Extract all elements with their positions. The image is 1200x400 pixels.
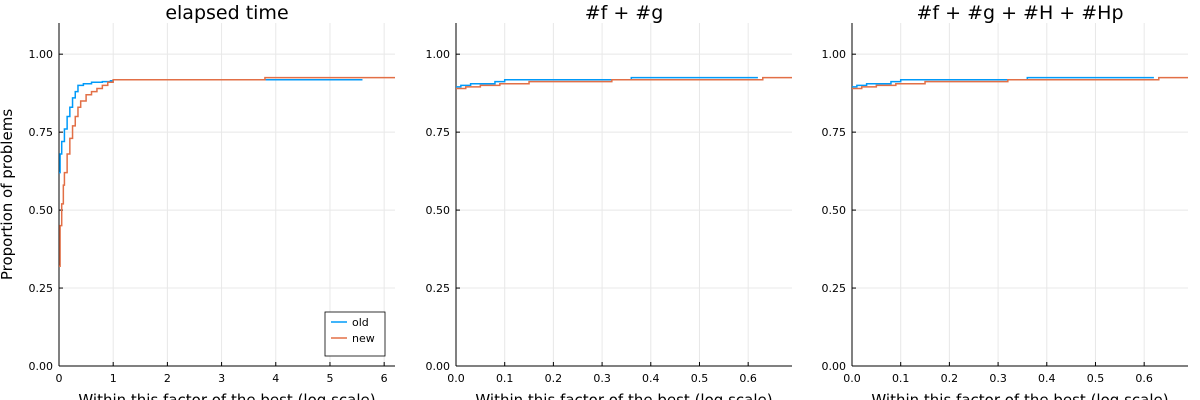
x-tick-label: 0.1 [892, 372, 910, 385]
chart-title: elapsed time [165, 2, 288, 24]
y-tick-label: 0.75 [29, 126, 54, 139]
y-tick-label: 1.00 [29, 48, 54, 61]
x-tick-label: 0.3 [989, 372, 1007, 385]
x-tick-label: 3 [218, 372, 225, 385]
series-line-new [59, 76, 395, 267]
x-tick-label: 0.0 [447, 372, 465, 385]
legend-box [324, 311, 386, 357]
chart-panel-2: 0.0 0.1 0.2 0.3 0.4 0.5 0.6 0.00 0.25 0.50 0.75 1.0… [426, 2, 792, 400]
y-axis-label: Proportion of problems [0, 109, 16, 280]
chart-panel-3: 0.0 0.1 0.2 0.3 0.4 0.5 0.6 0.00 0.25 0.50 0.75 1.0… [822, 2, 1188, 400]
y-tick-label: 0.00 [426, 360, 451, 373]
x-axis-label: Within this factor of the best (log scal… [475, 391, 772, 400]
x-axis-label: Within this factor of the best (log scal… [871, 391, 1168, 400]
y-tick-label: 0.50 [822, 204, 847, 217]
y-tick-label: 1.00 [822, 48, 847, 61]
series-line-series-2 [852, 76, 1188, 90]
y-tick-label: 0.25 [822, 282, 847, 295]
x-tick-label: 0.2 [545, 372, 563, 385]
x-tick-label: 0.2 [941, 372, 959, 385]
x-tick-label: 1 [110, 372, 117, 385]
y-tick-label: 0.75 [822, 126, 847, 139]
series-line-old [59, 79, 363, 174]
y-tick-label: 0.25 [426, 282, 451, 295]
x-axis-label: Within this factor of the best (log scal… [78, 391, 375, 400]
chart-title: #f + #g + #H + #Hp [916, 2, 1123, 24]
x-tick-label: 0.0 [843, 372, 861, 385]
series-line-series-2 [456, 76, 792, 90]
x-tick-label: 4 [272, 372, 279, 385]
y-tick-label: 0.00 [822, 360, 847, 373]
x-tick-label: 0.6 [1135, 372, 1153, 385]
y-tick-label: 0.50 [426, 204, 451, 217]
x-tick-label: 0.4 [1038, 372, 1056, 385]
y-tick-label: 0.00 [29, 360, 54, 373]
x-tick-label: 0.4 [642, 372, 660, 385]
legend-label-old: old [352, 316, 369, 329]
x-tick-label: 5 [326, 372, 333, 385]
chart-panel-1: 0 1 2 3 4 5 6 0.00 0.25 0.50 0.75 1.00 elapsed time W… [0, 2, 395, 400]
x-tick-label: 0.5 [1087, 372, 1105, 385]
y-tick-label: 0.50 [29, 204, 54, 217]
x-tick-label: 2 [164, 372, 171, 385]
y-tick-label: 1.00 [426, 48, 451, 61]
legend: old new [324, 311, 386, 357]
chart-title: #f + #g [585, 2, 664, 24]
y-tick-label: 0.25 [29, 282, 54, 295]
x-tick-label: 6 [381, 372, 388, 385]
x-tick-label: 0.1 [496, 372, 514, 385]
y-tick-label: 0.75 [426, 126, 451, 139]
x-tick-label: 0.6 [739, 372, 757, 385]
legend-label-new: new [352, 332, 375, 345]
x-tick-label: 0 [56, 372, 63, 385]
x-tick-label: 0.3 [593, 372, 611, 385]
x-tick-label: 0.5 [691, 372, 709, 385]
